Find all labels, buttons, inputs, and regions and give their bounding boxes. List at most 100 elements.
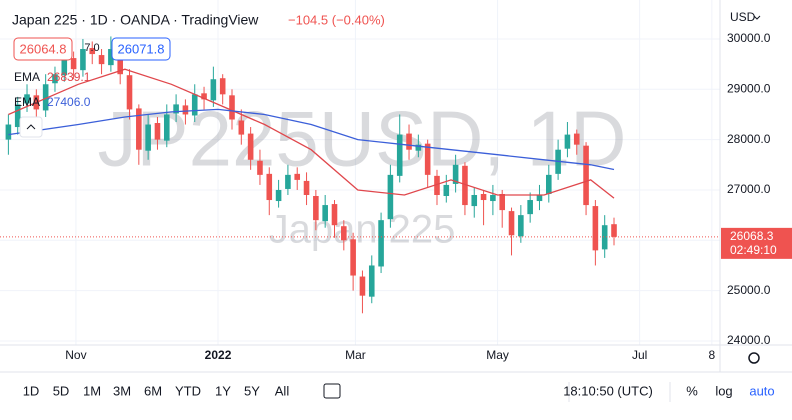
candle-body — [564, 134, 571, 149]
legend-name: EMA — [14, 95, 40, 109]
clock: 18:10:50 (UTC) — [563, 383, 653, 398]
candle-body — [303, 180, 310, 195]
ema-line — [8, 68, 615, 199]
candle-body — [80, 49, 86, 71]
date-range-icon[interactable] — [323, 383, 341, 399]
candle-body — [154, 123, 161, 140]
candle-body — [238, 120, 245, 135]
candle-body — [341, 226, 347, 241]
x-tick-label: Jul — [632, 348, 647, 362]
candle-body — [52, 74, 58, 84]
auto-toggle[interactable]: auto — [749, 383, 774, 398]
candle-body — [424, 143, 431, 175]
candle-body — [471, 195, 478, 207]
range-button[interactable]: YTD — [175, 383, 201, 398]
x-tick-label: May — [486, 348, 509, 362]
candle-body — [70, 58, 77, 70]
currency[interactable]: USD — [730, 10, 756, 24]
collapse-legend[interactable] — [19, 116, 43, 138]
percent-toggle[interactable]: % — [686, 383, 698, 398]
candle-body — [331, 204, 338, 226]
x-tick-label: 2022 — [205, 348, 232, 362]
candle-body — [266, 173, 273, 201]
log-toggle[interactable]: log — [715, 383, 732, 398]
candle-body — [490, 195, 496, 202]
candle-body — [387, 174, 394, 220]
candle-body — [573, 133, 580, 145]
candle-body — [163, 114, 170, 141]
spread: 7.0 — [84, 42, 99, 54]
settings[interactable] — [748, 352, 760, 364]
candle-body — [182, 105, 189, 115]
watermark-name: Japan 225 — [269, 208, 456, 252]
candle-body — [257, 160, 263, 175]
range-button[interactable]: 5Y — [244, 383, 260, 398]
range-button[interactable]: All — [275, 383, 290, 398]
candle-body — [508, 211, 515, 236]
price-change: −104.5 (−0.40%) — [288, 12, 385, 27]
candle-body — [145, 124, 151, 151]
candle-body — [545, 174, 552, 194]
y-tick-label: 24000.0 — [727, 333, 771, 347]
buy-price: 26071.8 — [118, 41, 165, 56]
candle-body — [117, 48, 123, 75]
candle-body — [136, 108, 142, 150]
x-tick-label: Mar — [345, 348, 366, 362]
candle-body — [210, 79, 217, 101]
candle-body — [536, 195, 543, 202]
range-button[interactable]: 1D — [23, 383, 40, 398]
x-tick-label: 8 — [709, 348, 716, 362]
range-button[interactable]: 3M — [113, 383, 131, 398]
candle-body — [462, 165, 468, 206]
sell-price: 26064.8 — [20, 41, 67, 56]
candle-body — [294, 173, 301, 180]
candle-body — [61, 59, 68, 76]
candle-body — [191, 94, 198, 116]
y-tick-label: 27000.0 — [727, 182, 771, 196]
candle-body — [434, 175, 440, 195]
candle-body — [350, 239, 356, 276]
candle-body — [406, 133, 412, 150]
candle-body — [313, 196, 319, 221]
candle-body — [173, 104, 179, 114]
candle-body — [452, 164, 459, 184]
candle-body — [285, 174, 291, 189]
toolbar: 1D 5D 1M 3M 6M YTD 1Y 5Y All — [23, 383, 290, 398]
legend-value: 26839.1 — [47, 70, 91, 84]
x-tick-label: Nov — [65, 348, 86, 362]
range-button[interactable]: 6M — [144, 383, 162, 398]
candle-body — [378, 220, 384, 267]
candle-body — [368, 265, 375, 297]
buy-button[interactable] — [111, 37, 171, 61]
candle-body — [443, 184, 450, 197]
candle-body — [219, 78, 226, 95]
candle-body — [14, 104, 21, 128]
candle-body — [201, 93, 207, 100]
candle-body — [108, 49, 114, 66]
collapse-icon — [26, 124, 36, 130]
sell-button[interactable] — [13, 37, 73, 61]
candle-body — [126, 75, 133, 110]
candle-body — [322, 205, 328, 222]
candle-body — [583, 145, 589, 206]
plot-marks — [0, 36, 720, 314]
range-button[interactable]: 1M — [83, 383, 101, 398]
range-button[interactable]: 1Y — [215, 383, 231, 398]
candle-body — [275, 189, 282, 202]
candle-body — [499, 193, 506, 211]
y-tick-label: 29000.0 — [727, 81, 771, 95]
candle-body — [247, 133, 254, 160]
candle-body — [592, 206, 599, 251]
ema-line — [8, 108, 615, 171]
last-price-label: 26068.3 — [730, 229, 774, 243]
candle-body — [98, 55, 105, 65]
legend-value: 27406.0 — [47, 95, 91, 109]
range-button[interactable]: 5D — [53, 383, 70, 398]
candle-body — [24, 94, 30, 104]
candle-body — [229, 95, 235, 120]
candle-body — [527, 200, 533, 215]
candle-body — [415, 144, 422, 151]
candle-body — [89, 48, 96, 55]
last-price-tag — [721, 227, 792, 259]
